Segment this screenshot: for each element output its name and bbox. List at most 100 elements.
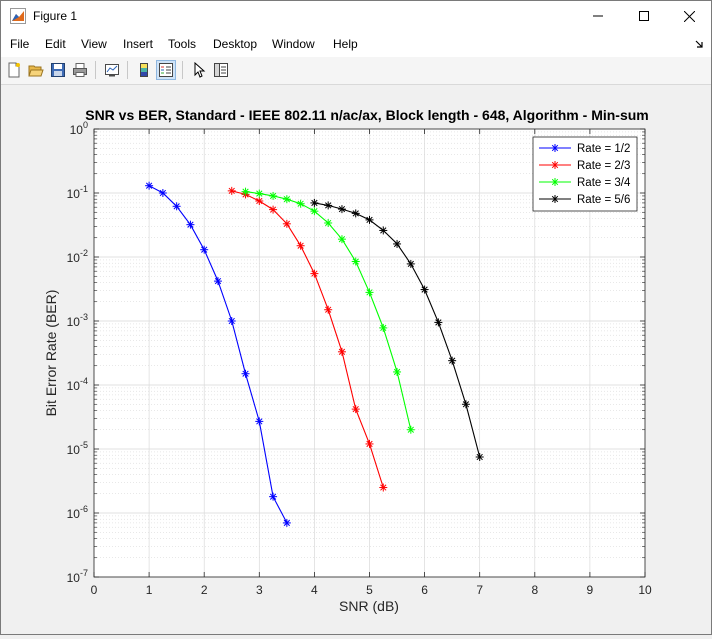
- x-tick-label: 4: [311, 583, 318, 597]
- property-inspector-icon: [214, 63, 228, 77]
- x-tick-label: 1: [146, 583, 153, 597]
- legend-entry[interactable]: Rate = 3/4: [539, 177, 631, 189]
- data-point[interactable]: [475, 452, 484, 461]
- menu-help[interactable]: Help: [333, 37, 358, 51]
- open-file-icon: [28, 65, 44, 77]
- data-point[interactable]: [551, 178, 559, 186]
- menu-desktop[interactable]: Desktop: [213, 37, 258, 51]
- data-point[interactable]: [324, 305, 333, 314]
- legend-entry[interactable]: Rate = 5/6: [539, 194, 630, 206]
- maximize-button[interactable]: [621, 1, 667, 31]
- marker-stroke: [256, 190, 263, 197]
- data-point[interactable]: [461, 400, 470, 409]
- menu-insert[interactable]: Insert: [123, 37, 154, 51]
- data-point[interactable]: [379, 323, 388, 332]
- data-point[interactable]: [551, 144, 559, 152]
- data-point[interactable]: [351, 257, 360, 266]
- data-point[interactable]: [200, 245, 209, 254]
- close-button[interactable]: [666, 1, 712, 31]
- data-point[interactable]: [145, 181, 154, 190]
- data-point[interactable]: [282, 518, 291, 527]
- data-point[interactable]: [324, 218, 333, 227]
- data-point[interactable]: [296, 199, 305, 208]
- marker-stroke: [462, 401, 470, 408]
- data-point[interactable]: [310, 198, 319, 207]
- data-point[interactable]: [255, 417, 264, 426]
- pointer-button[interactable]: [189, 60, 209, 80]
- data-point[interactable]: [420, 285, 429, 294]
- data-point[interactable]: [351, 405, 360, 414]
- data-point[interactable]: [227, 186, 236, 195]
- data-point[interactable]: [551, 161, 559, 169]
- data-point[interactable]: [351, 209, 360, 218]
- data-point[interactable]: [172, 202, 181, 211]
- ber-chart[interactable]: 0 1 2 3 4 5 6 7 8 9 10 100 10-1 10-2 10-3 10-4 10-5 10-6…: [1, 85, 711, 634]
- data-point[interactable]: [186, 220, 195, 229]
- legend-entry[interactable]: Rate = 1/2: [539, 143, 630, 155]
- chart-title: SNR vs BER, Standard - IEEE 802.11 n/ac/…: [85, 107, 649, 123]
- link-plot-button[interactable]: [102, 60, 122, 80]
- data-point[interactable]: [365, 288, 374, 297]
- marker-stroke: [551, 178, 559, 186]
- data-point[interactable]: [365, 439, 374, 448]
- marker-stroke: [242, 370, 249, 377]
- data-point[interactable]: [379, 483, 388, 492]
- data-point[interactable]: [337, 205, 346, 214]
- data-point[interactable]: [434, 318, 443, 327]
- data-point[interactable]: [393, 239, 402, 248]
- data-point[interactable]: [282, 219, 291, 228]
- menu-tools[interactable]: Tools: [168, 37, 197, 51]
- print-icon: [73, 63, 87, 77]
- data-point[interactable]: [448, 356, 457, 365]
- data-point[interactable]: [255, 189, 264, 198]
- data-point[interactable]: [406, 425, 415, 434]
- marker-stroke: [421, 286, 428, 293]
- insert-colorbar-button[interactable]: [134, 60, 154, 80]
- data-point[interactable]: [324, 201, 333, 210]
- insert-legend-button[interactable]: [156, 60, 176, 80]
- dock-arrow-icon[interactable]: [695, 39, 705, 49]
- legend[interactable]: Rate = 1/2 Rate = 2/3 Rate = 3/4 Rate = 5/6: [532, 136, 638, 212]
- save-button[interactable]: [48, 60, 68, 80]
- data-point[interactable]: [337, 235, 346, 244]
- x-tick-label: 9: [587, 583, 594, 597]
- data-point[interactable]: [282, 195, 291, 204]
- data-point[interactable]: [269, 205, 278, 214]
- marker-stroke: [551, 144, 559, 152]
- marker-stroke: [311, 199, 318, 207]
- pointer-icon: [194, 62, 206, 78]
- marker-stroke: [256, 418, 263, 425]
- data-point[interactable]: [310, 207, 319, 216]
- property-inspector-button[interactable]: [211, 60, 231, 80]
- data-point[interactable]: [255, 196, 264, 205]
- data-point[interactable]: [158, 189, 167, 197]
- series-rate-3-4: [241, 187, 415, 434]
- marker-stroke: [228, 187, 235, 195]
- data-point[interactable]: [379, 226, 388, 235]
- marker-stroke: [214, 277, 222, 285]
- data-point[interactable]: [310, 269, 319, 278]
- new-figure-button[interactable]: [4, 60, 24, 80]
- series-layer: [145, 181, 484, 527]
- data-point[interactable]: [269, 492, 278, 501]
- legend-entry[interactable]: Rate = 2/3: [539, 160, 630, 172]
- data-point[interactable]: [365, 215, 374, 224]
- menu-view[interactable]: View: [81, 37, 107, 51]
- data-point[interactable]: [551, 195, 559, 203]
- data-point[interactable]: [406, 259, 415, 268]
- menu-edit[interactable]: Edit: [45, 37, 66, 51]
- data-point[interactable]: [393, 367, 402, 376]
- data-point[interactable]: [241, 369, 250, 378]
- menu-file[interactable]: File: [10, 37, 30, 51]
- menu-bar: File Edit View Insert Tools Desktop Wind…: [1, 31, 711, 57]
- data-point[interactable]: [269, 191, 278, 200]
- data-point[interactable]: [227, 317, 236, 325]
- print-button[interactable]: [70, 60, 90, 80]
- open-file-button[interactable]: [26, 60, 46, 80]
- data-point[interactable]: [213, 277, 222, 286]
- data-point[interactable]: [296, 241, 305, 250]
- menu-window[interactable]: Window: [272, 37, 315, 51]
- data-point[interactable]: [241, 187, 250, 196]
- data-point[interactable]: [337, 347, 346, 356]
- minimize-button[interactable]: [575, 1, 621, 31]
